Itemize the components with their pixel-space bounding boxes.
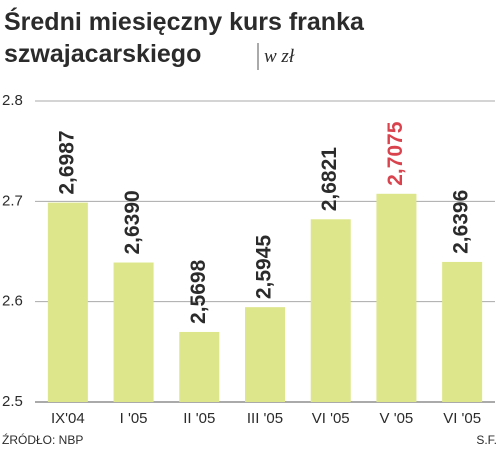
y-tick-label: 2.6 bbox=[2, 293, 23, 310]
source: ŹRÓDŁO: NBP bbox=[2, 432, 83, 447]
bar bbox=[310, 219, 351, 402]
value-label: 2,6821 bbox=[318, 147, 341, 212]
bar bbox=[47, 202, 88, 402]
bar bbox=[442, 261, 483, 402]
x-tick-label: VI '05 bbox=[312, 410, 350, 427]
y-tick-label: 2.5 bbox=[2, 393, 23, 410]
x-tick-label: III '05 bbox=[247, 410, 283, 427]
chart-title: Średni miesięczny kurs franka bbox=[4, 6, 365, 36]
bar bbox=[179, 331, 220, 402]
x-tick-label: IX'04 bbox=[51, 410, 85, 427]
x-tick-label: VI '05 bbox=[443, 410, 481, 427]
y-tick-label: 2.7 bbox=[2, 192, 23, 209]
bar bbox=[376, 193, 417, 402]
value-label: 2,5945 bbox=[253, 235, 276, 300]
chart-subtitle: w zł bbox=[264, 46, 295, 67]
bar bbox=[113, 262, 154, 402]
value-label: 2,6390 bbox=[121, 190, 144, 254]
chart-title: szwajacarskiego bbox=[4, 40, 201, 68]
x-tick-label: II '05 bbox=[183, 410, 215, 427]
value-label: 2,5698 bbox=[187, 259, 210, 324]
value-label: 2,6396 bbox=[450, 190, 473, 254]
bar bbox=[245, 307, 285, 402]
x-tick-label: I '05 bbox=[120, 410, 148, 427]
value-label: 2,7075 bbox=[384, 121, 407, 186]
credit: S.F. bbox=[476, 433, 497, 447]
y-tick-label: 2.8 bbox=[2, 92, 23, 109]
x-tick-label: V '05 bbox=[380, 410, 414, 427]
value-label: 2,6987 bbox=[55, 130, 78, 194]
